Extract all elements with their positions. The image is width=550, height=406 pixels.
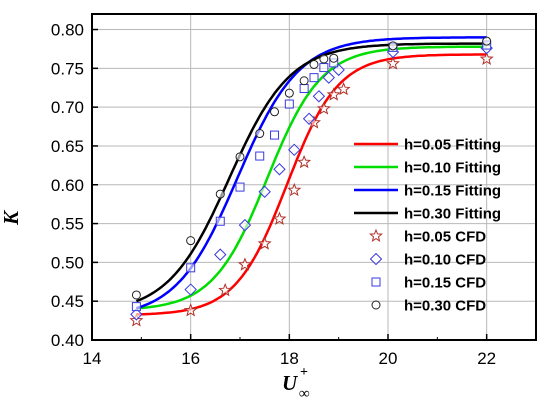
cfd-point-1-9 [322, 71, 336, 84]
axis-ticks [91, 28, 488, 341]
cfd-point-0-2 [218, 282, 233, 297]
cfd-point-2-8 [309, 73, 319, 83]
y-tick-label: 0.45 [51, 292, 84, 311]
x-tick-label: 18 [280, 349, 299, 368]
y-tick-label: 0.50 [51, 253, 84, 272]
cfd-point-1-0 [130, 308, 143, 321]
cfd-point-1-3 [238, 218, 252, 232]
legend-label-fit-3: h=0.30 Fitting [404, 206, 501, 223]
legend-label-fit-0: h=0.05 Fitting [404, 137, 501, 154]
y-tick-label: 0.65 [51, 137, 84, 156]
cfd-point-3-1 [186, 236, 196, 246]
x-axis-title-superscript: + [300, 365, 308, 380]
legend-label-cfd-0: h=0.05 CFD [404, 229, 486, 246]
legend-label-cfd-1: h=0.10 CFD [404, 252, 486, 269]
y-axis-title: K [0, 209, 23, 226]
cfd-point-0-12 [385, 56, 400, 70]
y-tick-label: 0.80 [51, 21, 84, 40]
cfd-point-0-1 [183, 303, 198, 317]
cfd-point-0-6 [287, 182, 302, 197]
legend-label-fit-1: h=0.10 Fitting [404, 160, 501, 177]
cfd-point-1-2 [214, 248, 227, 261]
y-tick-label: 0.60 [51, 176, 84, 195]
cfd-point-3-5 [270, 107, 280, 117]
cfd-point-3-0 [131, 290, 141, 300]
cfd-markers [129, 36, 494, 327]
cfd-point-1-4 [258, 185, 271, 198]
cfd-point-0-4 [257, 236, 272, 250]
y-tick-label: 0.75 [51, 59, 84, 78]
cfd-point-0-9 [316, 101, 331, 115]
y-tick-label: 0.70 [51, 98, 84, 117]
cfd-point-2-2 [215, 216, 225, 226]
cfd-point-1-1 [184, 283, 197, 296]
cfd-point-2-0 [131, 302, 141, 312]
cfd-point-1-8 [312, 90, 326, 103]
cfd-point-2-4 [255, 151, 265, 161]
cfd-point-2-9 [319, 63, 329, 73]
cfd-point-2-3 [235, 182, 245, 192]
legend-marker-2 [371, 277, 381, 287]
fit-line-3 [135, 42, 487, 303]
cfd-point-0-11 [336, 81, 351, 96]
plot-frame [91, 13, 537, 341]
cfd-point-0-13 [479, 51, 494, 66]
cfd-point-2-1 [186, 263, 196, 273]
cfd-point-1-5 [273, 163, 286, 176]
y-tick-label: 0.40 [51, 331, 84, 350]
legend-marker-0 [369, 228, 383, 243]
cfd-point-3-7 [299, 76, 309, 86]
cfd-point-1-7 [302, 112, 316, 125]
cfd-point-2-6 [284, 99, 294, 109]
y-tick-label: 0.55 [51, 215, 84, 234]
cfd-point-2-7 [299, 84, 309, 94]
cfd-point-1-6 [288, 143, 301, 157]
legend-label-fit-2: h=0.15 Fitting [404, 183, 501, 200]
legend-marker-3 [371, 300, 381, 310]
cfd-point-0-7 [297, 154, 312, 169]
cfd-point-3-3 [235, 152, 245, 162]
cfd-point-3-6 [284, 88, 294, 98]
x-axis-title: U [282, 371, 299, 395]
x-tick-label: 20 [379, 349, 398, 368]
legend-marker-1 [369, 252, 383, 266]
cfd-point-3-2 [215, 189, 225, 199]
cfd-point-3-4 [255, 129, 265, 139]
cfd-point-2-5 [270, 130, 280, 140]
x-tick-label: 22 [477, 349, 496, 368]
cfd-point-3-8 [309, 59, 319, 69]
cfd-point-0-3 [237, 257, 252, 271]
legend-label-cfd-2: h=0.15 CFD [404, 275, 486, 292]
cfd-point-3-12 [482, 36, 492, 46]
fit-line-1 [136, 45, 487, 310]
tick-labels: 14 16 18 20 22 0.40 0.45 0.50 0.55 0.60 0.65 0.70 0.… [51, 21, 496, 368]
x-tick-label: 16 [181, 349, 200, 368]
x-tick-label: 14 [83, 349, 102, 368]
cfd-point-0-5 [272, 211, 287, 225]
cfd-point-3-10 [329, 53, 339, 63]
legend-label-cfd-3: h=0.30 CFD [404, 298, 486, 315]
cfd-point-3-9 [319, 54, 329, 64]
cfd-point-0-10 [326, 87, 341, 101]
cfd-point-3-11 [388, 41, 398, 51]
legend: h=0.05 Fitting h=0.10 Fitting h=0.15 Fitti… [354, 137, 501, 315]
x-axis-title-subscript: ∞ [299, 386, 310, 402]
